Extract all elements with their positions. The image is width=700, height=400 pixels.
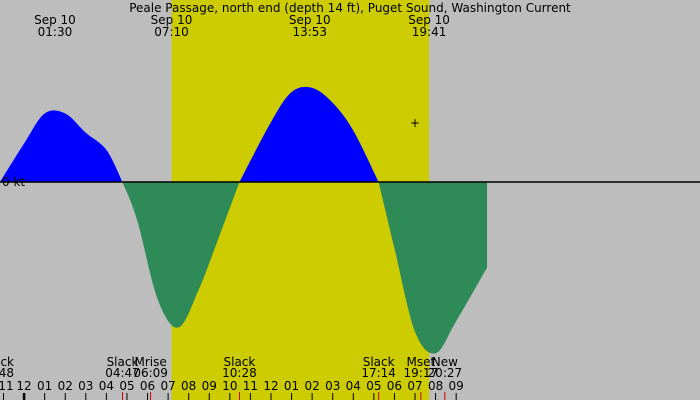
top-date-label-3: Sep 10 xyxy=(408,13,450,27)
event-time-6: 20:27 xyxy=(428,366,463,380)
event-time-3: 10:28 xyxy=(222,366,257,380)
hour-tick-label-0: 11 xyxy=(0,379,14,393)
hour-tick-label-21: 08 xyxy=(428,379,443,393)
event-name-6: New xyxy=(432,355,458,369)
ebb-area-1 xyxy=(122,182,240,328)
event-name-4: Slack xyxy=(363,355,395,369)
top-time-label-3: 19:41 xyxy=(412,25,447,39)
flood-area-0 xyxy=(0,110,123,182)
event-time-5: 19:17 xyxy=(404,366,439,380)
top-date-label-2: Sep 10 xyxy=(289,13,331,27)
hour-tick-label-22: 09 xyxy=(449,379,464,393)
event-name-0: ck xyxy=(0,355,14,369)
hour-tick-label-8: 07 xyxy=(160,379,175,393)
hour-tick-label-6: 05 xyxy=(119,379,134,393)
hour-tick-label-13: 12 xyxy=(263,379,278,393)
hour-tick-label-14: 01 xyxy=(284,379,299,393)
hour-tick-label-15: 02 xyxy=(304,379,319,393)
hour-tick-label-3: 02 xyxy=(58,379,73,393)
hour-tick-label-4: 03 xyxy=(78,379,93,393)
hour-tick-label-12: 11 xyxy=(243,379,258,393)
top-time-label-0: 01:30 xyxy=(38,25,73,39)
top-time-label-2: 13:53 xyxy=(292,25,327,39)
top-date-label-1: Sep 10 xyxy=(151,13,193,27)
event-name-1: Slack xyxy=(107,355,139,369)
hour-tick-label-20: 07 xyxy=(407,379,422,393)
ebb-area-3 xyxy=(378,182,488,354)
event-name-2: Mrise xyxy=(134,355,166,369)
event-time-4: 17:14 xyxy=(361,366,396,380)
chart-title: Peale Passage, north end (depth 14 ft), … xyxy=(129,1,571,15)
top-date-label-0: Sep 10 xyxy=(34,13,76,27)
hour-tick-label-19: 06 xyxy=(387,379,402,393)
event-time-2: 06:09 xyxy=(133,366,168,380)
event-name-5: Mset xyxy=(406,355,435,369)
hour-tick-label-18: 05 xyxy=(366,379,381,393)
hour-tick-label-5: 04 xyxy=(99,379,114,393)
cursor-crosshair-icon: + xyxy=(410,116,420,130)
hour-tick-label-7: 06 xyxy=(140,379,155,393)
top-time-label-1: 07:10 xyxy=(154,25,189,39)
event-time-0: 48 xyxy=(0,366,14,380)
hour-tick-label-11: 10 xyxy=(222,379,237,393)
zero-axis-label: 0 kt xyxy=(2,175,25,189)
flood-area-2 xyxy=(239,86,379,182)
event-name-3: Slack xyxy=(224,355,256,369)
hour-tick-label-17: 04 xyxy=(346,379,361,393)
hour-tick-label-1: 12 xyxy=(16,379,31,393)
hour-tick-label-10: 09 xyxy=(202,379,217,393)
hour-tick-label-9: 08 xyxy=(181,379,196,393)
hour-tick-label-2: 01 xyxy=(37,379,52,393)
hour-tick-label-16: 03 xyxy=(325,379,340,393)
event-time-1: 04:47 xyxy=(105,366,140,380)
